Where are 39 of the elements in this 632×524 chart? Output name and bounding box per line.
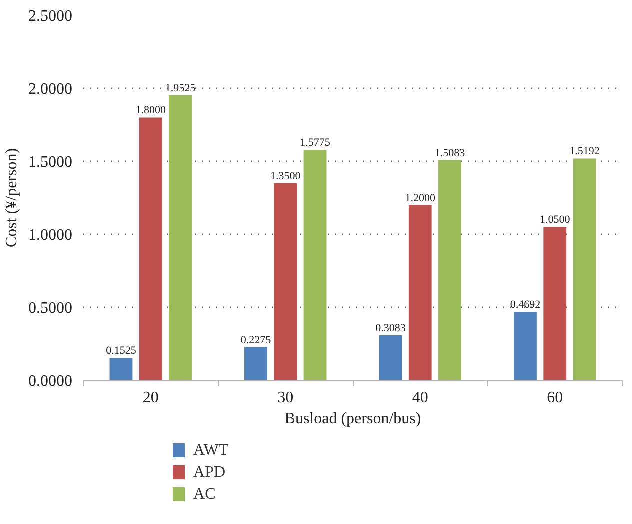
bar [438,160,462,380]
bar [544,227,567,380]
x-tick-label: 60 [547,390,564,406]
bar [139,118,162,380]
data-label: 1.5775 [300,137,331,150]
data-label: 0.1525 [106,345,137,358]
y-tick-label: 0.5000 [28,300,72,317]
data-label: 1.3500 [270,170,302,182]
x-tick-label: 20 [142,390,159,406]
bar [244,347,268,380]
x-tick-label: 40 [412,390,428,406]
data-label: 1.5083 [434,147,466,160]
data-label: 0.4692 [510,298,541,311]
data-label: 1.8000 [136,104,166,117]
bar [110,358,133,380]
bar [169,95,192,380]
legend-label: AC [194,486,216,503]
y-tick-label: 2.5000 [28,8,72,25]
x-tick-label: 30 [278,390,294,406]
data-label: 1.0500 [540,214,571,226]
y-axis-title: Cost (¥/person) [4,148,20,248]
x-axis-title: Busload (person/bus) [284,410,422,428]
y-tick-label: 1.0000 [28,227,72,244]
bar [304,150,327,380]
bar [274,183,298,380]
bar [408,205,432,380]
bar [379,335,402,380]
data-label: 1.9525 [165,82,196,94]
bar [514,312,537,380]
data-label: 0.3083 [376,322,406,334]
legend-label: APD [194,464,226,481]
data-label: 1.5192 [570,146,600,158]
data-label: 0.2275 [240,334,272,346]
y-tick-label: 0.0000 [28,373,72,390]
bar [573,158,596,380]
legend-label: AWT [194,442,229,459]
data-label: 1.2000 [405,192,436,204]
y-tick-label: 1.5000 [28,154,72,171]
y-tick-label: 2.0000 [28,81,72,98]
